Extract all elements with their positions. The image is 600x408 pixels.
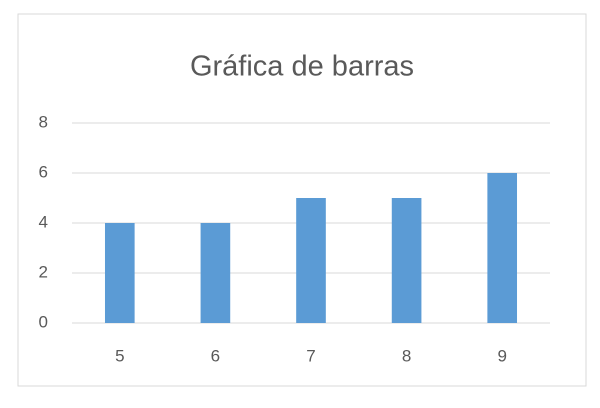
x-tick-label: 6: [211, 346, 220, 365]
x-tick-label: 8: [402, 346, 411, 365]
y-tick-label: 8: [39, 112, 48, 131]
y-tick-label: 0: [39, 312, 48, 331]
bar: [200, 223, 231, 323]
bar: [104, 223, 135, 323]
bar: [391, 198, 422, 323]
y-tick-label: 4: [39, 212, 48, 231]
y-tick-label: 2: [39, 262, 48, 281]
bar: [296, 198, 326, 323]
x-tick-label: 7: [306, 346, 315, 365]
x-tick-label: 9: [497, 346, 506, 365]
bar: [487, 173, 518, 323]
chart-title: Gráfica de barras: [190, 51, 414, 83]
x-tick-label: 5: [115, 346, 124, 365]
y-tick-label: 6: [39, 162, 48, 181]
